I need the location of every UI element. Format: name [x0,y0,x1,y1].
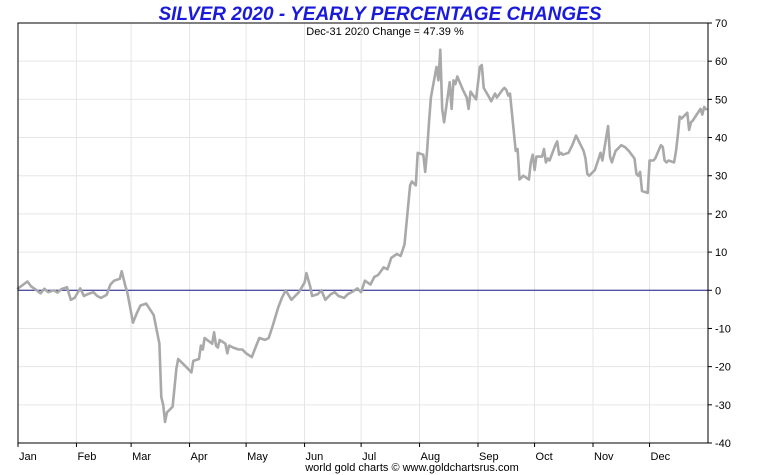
plot-area-border [17,22,709,444]
y-tick-label: 70 [715,18,727,30]
y-tick-label: 60 [715,56,727,68]
y-tick-label: 10 [715,247,727,259]
y-tick-label: -20 [715,362,731,374]
y-axis-ticks: 70 60 50 40 30 20 10 0 -10 -20 -30 -40 [708,18,731,450]
x-tick-label: Aug [421,451,441,463]
x-tick-label: Jun [306,451,324,463]
x-tick-label: Nov [594,451,614,463]
x-tick-label: Dec [651,451,671,463]
y-tick-label: 40 [715,133,727,145]
chart-footer-credit: world gold charts © www.goldchartsrus.co… [304,462,519,474]
chart-subtitle: Dec-31 2020 Change = 47.39 % [306,26,464,38]
y-tick-label: 50 [715,94,727,106]
series-line [16,48,708,424]
y-tick-label: 0 [715,285,721,297]
x-tick-label: Jul [362,451,376,463]
x-tick-label: Mar [132,451,151,463]
x-tick-label: Oct [536,451,553,463]
y-tick-label: -10 [715,323,731,335]
x-tick-label: Sep [479,451,499,463]
x-axis-ticks: Jan Feb Mar Apr May Jun Jul Aug Sep Oct Nov Dec [17,443,671,463]
x-tick-label: Apr [191,451,208,463]
y-tick-label: -40 [715,438,731,450]
x-tick-label: May [247,451,268,463]
chart-title: SILVER 2020 - YEARLY PERCENTAGE CHANGES [158,4,601,25]
x-tick-label: Feb [77,451,96,463]
series-layer [16,48,708,424]
y-tick-label: 20 [715,209,727,221]
y-tick-label: -30 [715,400,731,412]
x-tick-label: Jan [19,451,37,463]
y-tick-label: 30 [715,171,727,183]
grid-lines [18,22,708,444]
